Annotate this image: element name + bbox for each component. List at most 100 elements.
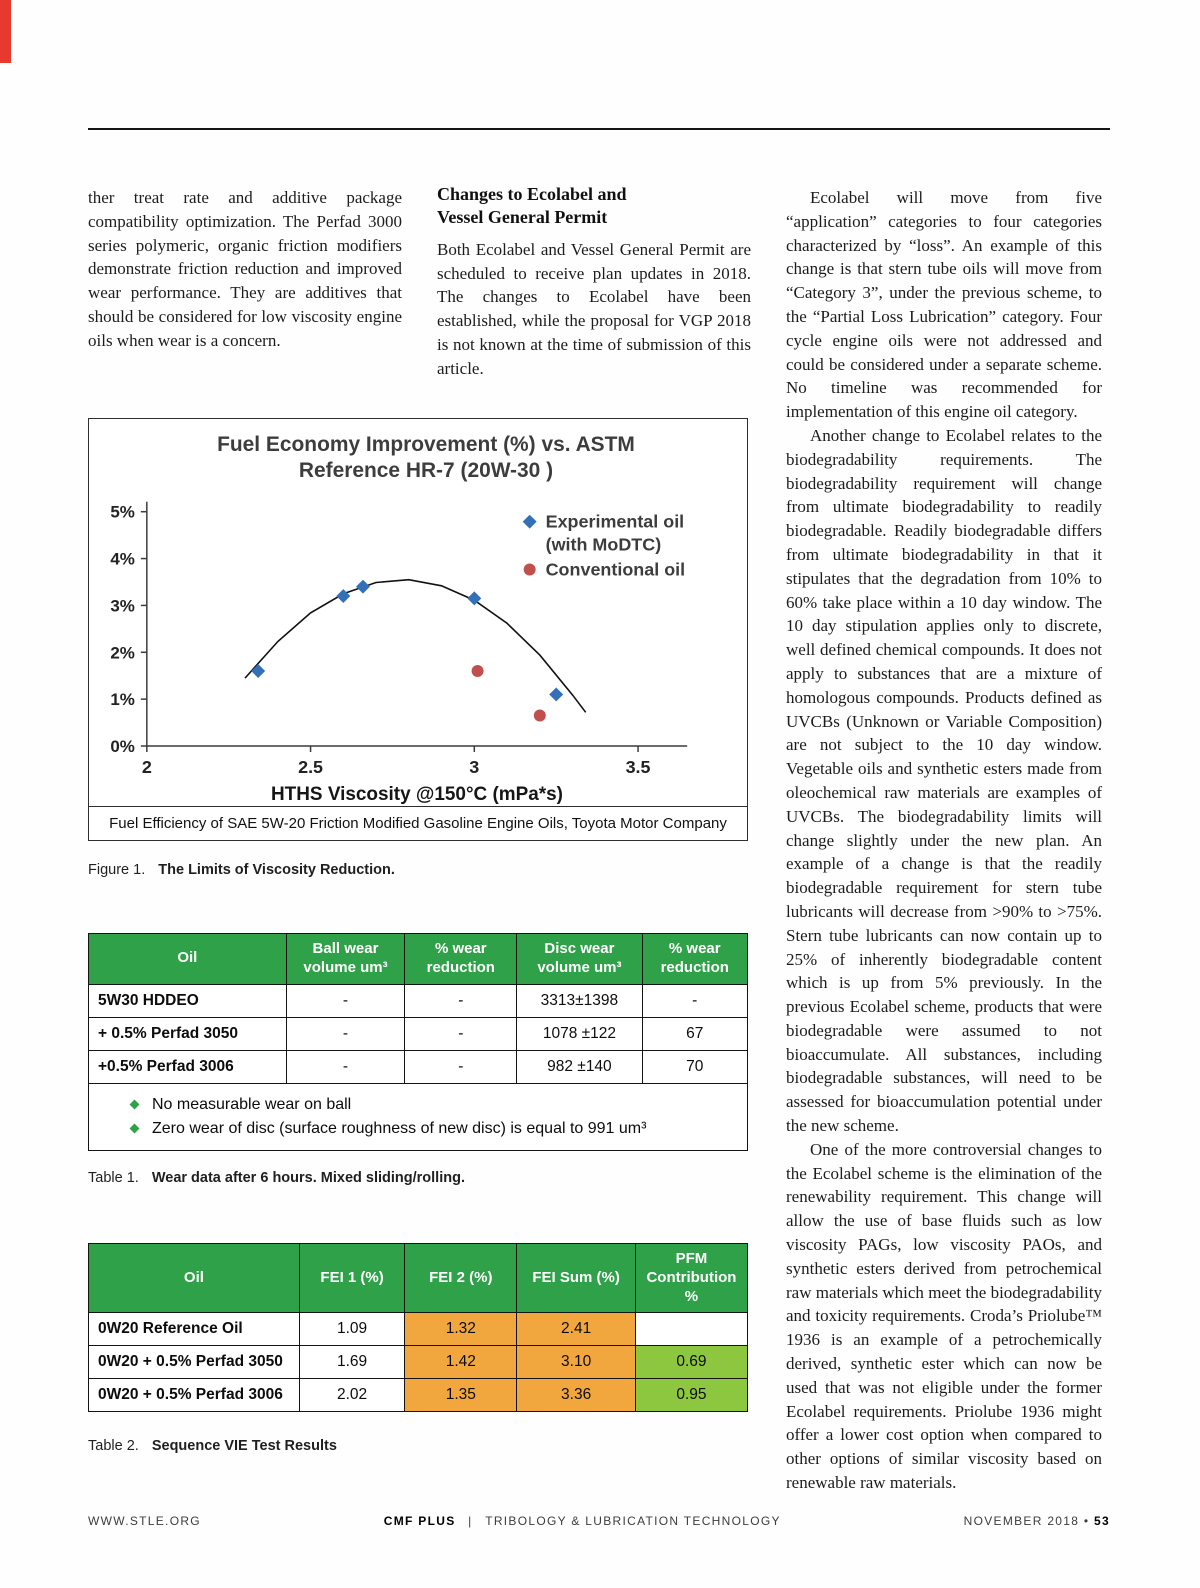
legend-marker-experimental (522, 514, 537, 529)
column-header: FEI Sum (%) (516, 1242, 636, 1314)
column-header: % wear reduction (404, 933, 518, 985)
oil-name-cell: 0W20 + 0.5% Perfad 3006 (88, 1378, 300, 1413)
column-header: PFM Contribution % (634, 1242, 749, 1314)
header-row: Oil FEI 1 (%) FEI 2 (%) FEI Sum (%) PFM Cont… (88, 1242, 749, 1314)
value-cell: 1.32 (404, 1312, 518, 1347)
column-right: Ecolabel will move from five “applicatio… (786, 186, 1102, 1495)
figure-caption: Figure 1. The Limits of Viscosity Reduct… (88, 862, 395, 878)
chart-title-line: Fuel Economy Improvement (%) vs. ASTM (217, 433, 635, 456)
x-axis-label: HTHS Viscosity @150°C (mPa*s) (271, 784, 563, 805)
figure-caption-text: The Limits of Viscosity Reduction. (158, 862, 395, 878)
y-tick-label: 3% (110, 596, 134, 615)
table-1: Oil Ball wear volume um³% wear reduction D… (88, 933, 749, 1151)
oil-name-cell: 0W20 + 0.5% Perfad 3050 (88, 1345, 300, 1380)
footer-site: WWW.STLE.ORG (88, 1514, 201, 1528)
footer-issue: NOVEMBER 2018 • 53 (964, 1514, 1110, 1528)
section-heading: Changes to Ecolabel and Vessel General P… (437, 184, 627, 228)
notes-row: No measurable wear on ball Zero wear of d… (88, 1082, 748, 1151)
oil-name-cell: 5W30 HDDEO (88, 983, 287, 1018)
note-text: No measurable wear on ball (152, 1095, 352, 1113)
table-1-caption: Table 1. Wear data after 6 hours. Mixed … (88, 1170, 465, 1186)
value-cell: 3.36 (516, 1378, 636, 1413)
trend-curve (244, 578, 587, 713)
footer-separator: | (468, 1514, 473, 1528)
chart-title-line: Reference HR-7 (20W-30 ) (299, 459, 553, 482)
value-cell: - (641, 983, 749, 1018)
table-2-caption-label: Table 2. (88, 1438, 139, 1454)
column-middle: Changes to Ecolabel and Vessel General P… (437, 183, 751, 381)
legend-label: Conventional oil (546, 560, 686, 580)
fuel-economy-chart: Fuel Economy Improvement (%) vs. ASTM Ref… (110, 433, 688, 805)
table-row: 0W20 Reference Oil 1.09 1.32 2.41 (88, 1312, 749, 1347)
table-2: Oil FEI 1 (%) FEI 2 (%) FEI Sum (%) PFM Cont… (88, 1242, 749, 1413)
oil-name-cell: + 0.5% Perfad 3050 (88, 1016, 287, 1051)
value-cell: - (404, 1016, 518, 1051)
page-footer: WWW.STLE.ORG CMF PLUS | TRIBOLOGY & LUBR… (88, 1514, 1110, 1528)
table-2-header: Oil FEI 1 (%) FEI 2 (%) FEI Sum (%) PFM Cont… (88, 1242, 749, 1314)
column-header: Oil (88, 1242, 300, 1314)
table-note: No measurable wear on ball (101, 1093, 735, 1117)
data-point-experimental (549, 687, 564, 702)
table-2-body: 0W20 Reference Oil 1.09 1.32 2.41 0W20 + 0.5… (88, 1312, 749, 1413)
paragraph: One of the more controversial changes to… (786, 1139, 1102, 1493)
column-header: Ball wear volume um³ (285, 933, 406, 985)
y-tick-label: 4% (110, 550, 134, 569)
bullet-icon (129, 1099, 140, 1110)
value-cell: - (404, 983, 518, 1018)
y-tick-label: 2% (110, 643, 134, 662)
table-1-caption-label: Table 1. (88, 1170, 139, 1186)
figure-1: Fuel Economy Improvement (%) vs. ASTM Ref… (88, 418, 748, 841)
value-cell: 2.02 (298, 1378, 406, 1413)
figure-caption-label: Figure 1. (88, 862, 146, 878)
table-row: + 0.5% Perfad 3050- -1078 ±122 67 (88, 1016, 749, 1051)
footer-date: NOVEMBER 2018 (963, 1514, 1080, 1528)
paragraph: Another change to Ecolabel relates to th… (786, 425, 1102, 1136)
legend-label: Experimental oil (546, 512, 685, 532)
column-header: FEI 2 (%) (404, 1242, 518, 1314)
value-cell: 3313±1398 (516, 983, 643, 1018)
column-left: ther treat rate and additive package com… (88, 186, 402, 353)
value-cell: 1078 ±122 (516, 1016, 643, 1051)
value-cell (634, 1312, 749, 1347)
value-cell: - (285, 983, 406, 1018)
value-cell: - (285, 1049, 406, 1084)
value-cell: 70 (641, 1049, 749, 1084)
value-cell: 0.95 (634, 1378, 749, 1413)
footer-journal: CMF PLUS | TRIBOLOGY & LUBRICATION TECHN… (380, 1514, 785, 1528)
value-cell: 67 (641, 1016, 749, 1051)
value-cell: - (404, 1049, 518, 1084)
table-row: 5W30 HDDEO - -3313±1398- (88, 983, 749, 1018)
footer-journal-title: TRIBOLOGY & LUBRICATION TECHNOLOGY (485, 1514, 781, 1528)
notes-cell: No measurable wear on ball Zero wear of d… (88, 1082, 748, 1151)
column-header: Oil (88, 933, 287, 985)
y-tick-label: 0% (110, 737, 134, 756)
value-cell: 0.69 (634, 1345, 749, 1380)
oil-name-cell: 0W20 Reference Oil (88, 1312, 300, 1347)
table-1-body: 5W30 HDDEO - -3313±1398- + 0.5% Perfad 3050… (88, 983, 749, 1151)
value-cell: 982 ±140 (516, 1049, 643, 1084)
note-text: Zero wear of disc (surface roughness of … (152, 1119, 647, 1137)
data-point-conventional (533, 709, 546, 722)
paragraph-continuation: ther treat rate and additive package com… (88, 188, 402, 350)
table-2-caption-text: Sequence VIE Test Results (151, 1438, 337, 1454)
table-row: 0W20 + 0.5% Perfad 3006 2.02 1.35 3.36 0.95 (88, 1378, 749, 1413)
paragraph: Ecolabel will move from five “applicatio… (786, 188, 1102, 422)
y-tick-label: 1% (110, 690, 134, 709)
y-tick-label: 5% (110, 503, 134, 522)
table-row: +0.5% Perfad 3006- -982 ±140 70 (88, 1049, 749, 1084)
sequence-vie-table: Oil FEI 1 (%) FEI 2 (%) FEI Sum (%) PFM Cont… (88, 1242, 749, 1413)
bullet-icon (129, 1123, 140, 1134)
legend-label: (with MoDTC) (546, 535, 662, 555)
header-row: Oil Ball wear volume um³% wear reduction D… (88, 933, 749, 985)
x-tick-label: 2.5 (298, 757, 323, 777)
column-header: FEI 1 (%) (298, 1242, 406, 1314)
value-cell: - (285, 1016, 406, 1051)
figure-source-note: Fuel Efficiency of SAE 5W-20 Friction Mo… (89, 805, 747, 840)
value-cell: 3.10 (516, 1345, 636, 1380)
header-rule (88, 128, 1110, 130)
x-tick-label: 3 (469, 757, 479, 777)
data-point-experimental (251, 664, 266, 679)
data-point-experimental (355, 579, 370, 594)
wear-data-table: Oil Ball wear volume um³% wear reduction D… (88, 933, 749, 1151)
